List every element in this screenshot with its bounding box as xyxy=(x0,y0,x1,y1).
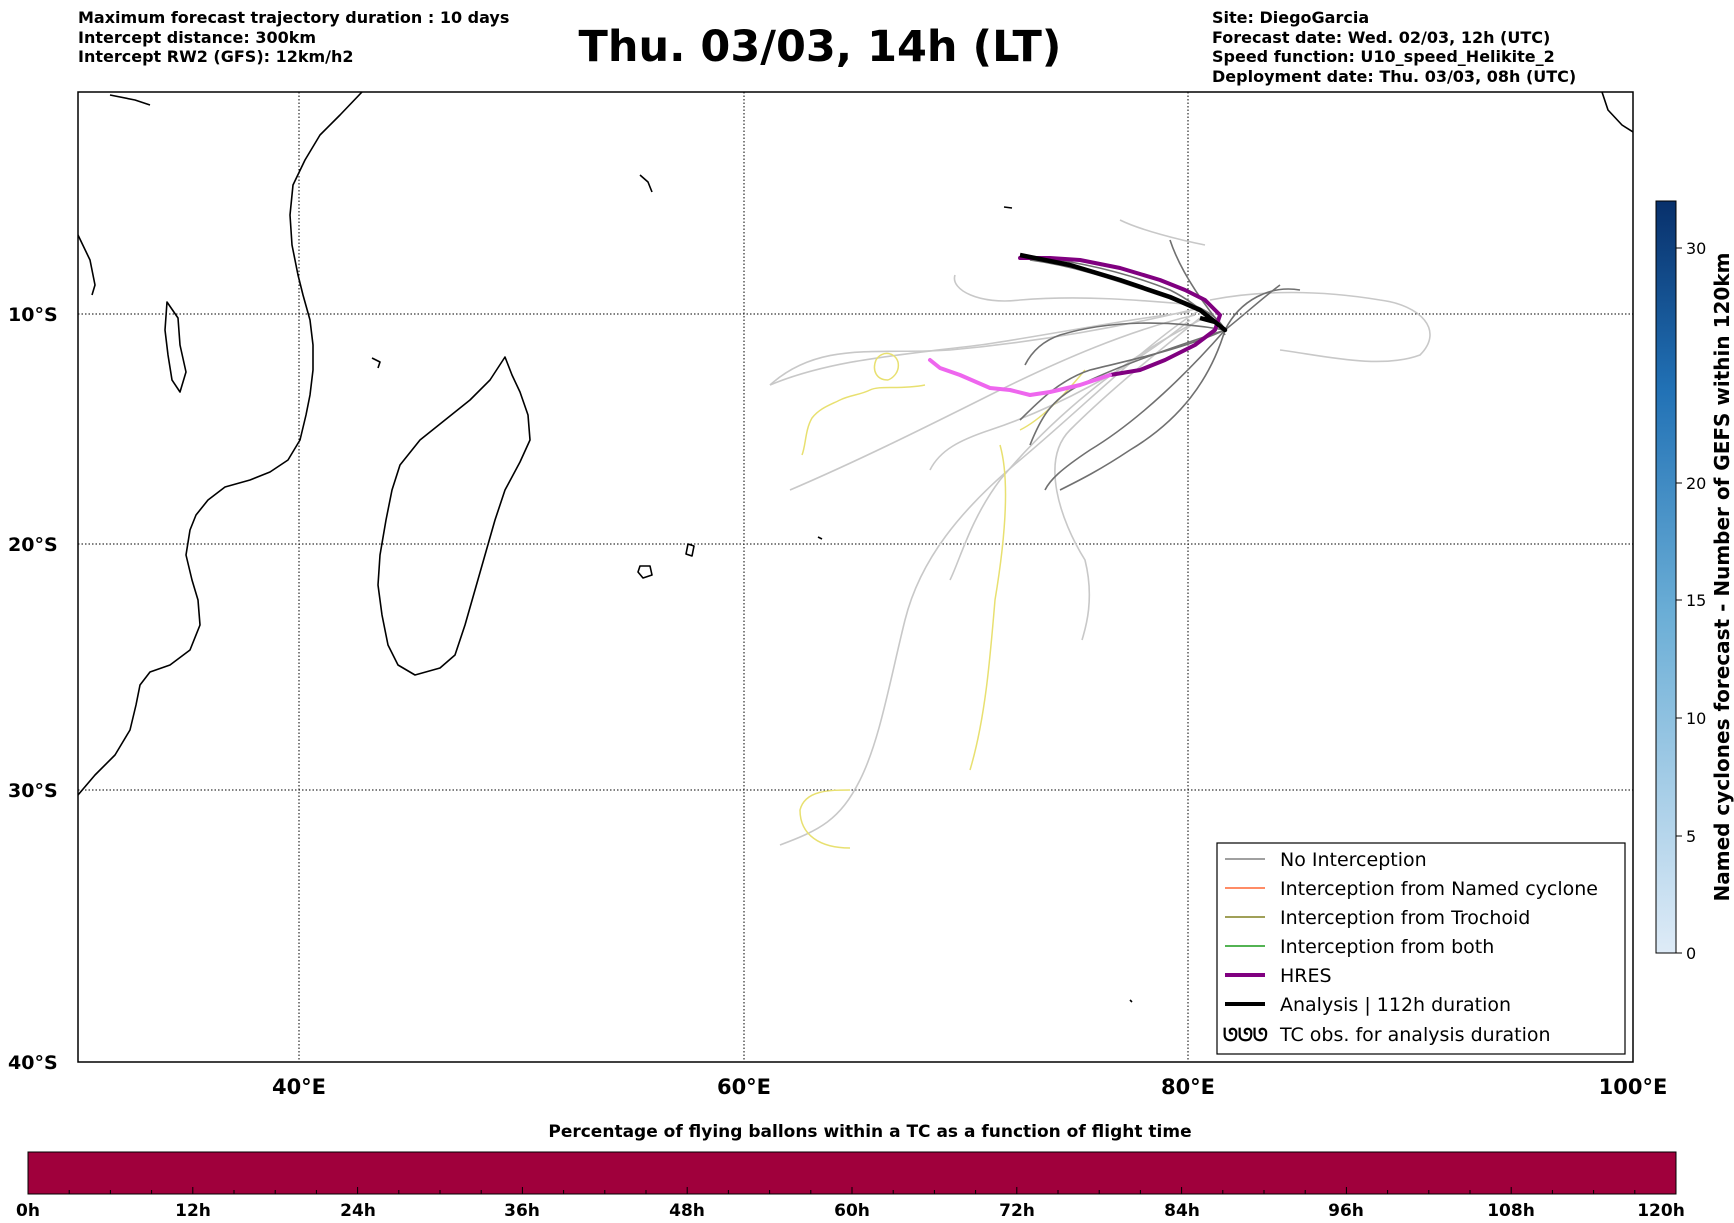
legend-label-no-interception: No Interception xyxy=(1280,849,1427,871)
cyclone-colorbar: 0 5 10 15 20 30 Named cyclones forecast … xyxy=(1655,200,1734,963)
run-info-left: Maximum forecast trajectory duration : 1… xyxy=(78,8,509,67)
legend: No Interception Interception from Named … xyxy=(1216,842,1626,1055)
legend-box xyxy=(1216,842,1626,1055)
rodrigues-outline xyxy=(817,536,823,540)
colorbar-tick-15: 15 xyxy=(1686,591,1706,610)
africa-coastline xyxy=(78,92,363,796)
socotra-outline xyxy=(109,94,151,106)
colorbar-tick-0: 0 xyxy=(1686,944,1696,963)
flight-tick-72h: 72h xyxy=(999,1201,1035,1221)
flight-tick-36h: 36h xyxy=(504,1201,540,1221)
legend-label-analysis: Analysis | 112h duration xyxy=(1280,994,1511,1016)
colorbar-tick-5: 5 xyxy=(1686,827,1696,846)
gefs-light-tracks xyxy=(769,219,1431,846)
sri-lanka-tip xyxy=(1601,92,1633,133)
colorbar-tick-30: 30 xyxy=(1686,239,1706,258)
analysis-track[interactable] xyxy=(1019,252,1228,333)
flight-tick-60h: 60h xyxy=(834,1201,870,1221)
tc-symbol-icon: ᘎᘎᘎ xyxy=(1223,1025,1268,1046)
legend-label-named-cyclone: Interception from Named cyclone xyxy=(1280,878,1598,900)
colorbar-gradient xyxy=(1655,200,1677,954)
flight-tick-108h: 108h xyxy=(1487,1201,1535,1221)
legend-label-tc-obs: TC obs. for analysis duration xyxy=(1279,1024,1551,1046)
legend-label-trochoid: Interception from Trochoid xyxy=(1280,907,1530,929)
lat-label-10s: 10°S xyxy=(8,304,58,326)
site-text: Site: DiegoGarcia xyxy=(1212,8,1370,27)
max-duration-text: Maximum forecast trajectory duration : 1… xyxy=(78,8,510,27)
flight-tick-12h: 12h xyxy=(175,1201,211,1221)
flight-tick-48h: 48h xyxy=(669,1201,705,1221)
colorbar-tick-10: 10 xyxy=(1686,709,1706,728)
run-info-right: Site: DiegoGarcia Forecast date: Wed. 02… xyxy=(1212,8,1576,86)
lat-label-20s: 20°S xyxy=(8,534,58,556)
mozambique-channel-island xyxy=(164,301,187,393)
flight-time-bar: Percentage of flying ballons within a TC… xyxy=(16,1122,1685,1221)
lon-labels: 40°E 60°E 80°E 100°E xyxy=(272,1075,1667,1099)
madagascar-coastline xyxy=(377,356,531,676)
lon-label-100e: 100°E xyxy=(1599,1075,1668,1099)
legend-label-hres: HRES xyxy=(1280,965,1332,987)
hres-track-late xyxy=(928,358,1112,397)
hres-track-early xyxy=(1018,256,1222,377)
flight-tick-96h: 96h xyxy=(1328,1201,1364,1221)
flight-bar-title: Percentage of flying ballons within a TC… xyxy=(548,1122,1191,1142)
intercept-rw2-text: Intercept RW2 (GFS): 12km/h2 xyxy=(78,47,354,66)
flight-tick-24h: 24h xyxy=(340,1201,376,1221)
flight-tick-0h: 0h xyxy=(16,1201,40,1221)
lon-label-40e: 40°E xyxy=(272,1075,326,1099)
forecast-date-text: Forecast date: Wed. 02/03, 12h (UTC) xyxy=(1212,27,1551,47)
amsterdam-outline xyxy=(1129,999,1133,1003)
coastlines xyxy=(78,92,1633,1003)
flight-tick-120h: 120h xyxy=(1637,1201,1685,1221)
colorbar-tick-20: 20 xyxy=(1686,474,1706,493)
speed-function-text: Speed function: U10_speed_Helikite_2 xyxy=(1212,47,1555,66)
lat-labels: 10°S 20°S 30°S 40°S xyxy=(8,304,58,1074)
deployment-date-text: Deployment date: Thu. 03/03, 08h (UTC) xyxy=(1212,66,1577,86)
yellow-tracks xyxy=(799,352,1086,849)
intercept-distance-text: Intercept distance: 300km xyxy=(78,27,317,47)
legend-label-both: Interception from both xyxy=(1280,936,1494,958)
lon-label-60e: 60°E xyxy=(717,1075,771,1099)
arabian-tip-coastline xyxy=(78,234,96,296)
hres-tracks[interactable] xyxy=(928,256,1222,397)
lon-label-80e: 80°E xyxy=(1161,1075,1215,1099)
mauritius-island xyxy=(685,543,695,557)
colorbar-label: Named cyclones forecast - Number of GEFS… xyxy=(1710,253,1734,902)
lat-label-30s: 30°S xyxy=(8,780,58,802)
chagos-outline xyxy=(1003,206,1013,209)
map-title: Thu. 03/03, 14h (LT) xyxy=(578,22,1062,72)
seychelles-outline xyxy=(639,174,653,193)
map-frame xyxy=(77,91,1634,1063)
flight-tick-84h: 84h xyxy=(1164,1201,1200,1221)
reunion-island xyxy=(637,565,653,579)
lat-label-40s: 40°S xyxy=(8,1052,58,1074)
comoros-outline xyxy=(371,357,381,369)
